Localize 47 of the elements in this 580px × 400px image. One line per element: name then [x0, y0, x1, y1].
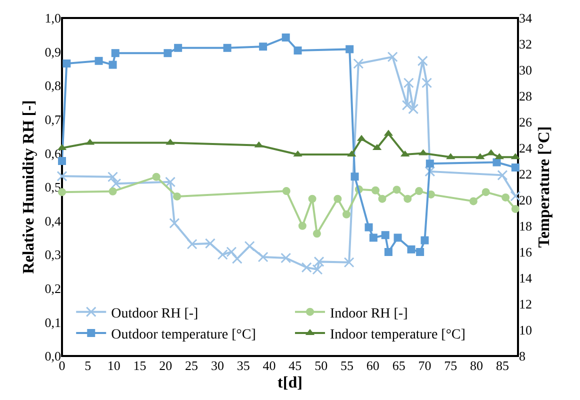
y-tick-label: 0,9 — [44, 44, 61, 60]
y-tick-label: 0,0 — [44, 348, 61, 364]
y2-tick-label: 16 — [519, 244, 532, 260]
y2-tick-label: 34 — [519, 10, 532, 26]
x-tick-label: 5 — [84, 358, 92, 373]
y2-tick-label: 20 — [519, 192, 532, 208]
x-tick-label: 85 — [496, 358, 509, 373]
y2-tick-label: 22 — [519, 166, 532, 182]
x-tick-label: 30 — [210, 358, 224, 373]
y-axis-title: Relative Humidity RH [-] — [20, 100, 38, 274]
y-tick-label: 0,2 — [44, 280, 61, 296]
x-tick-label: 60 — [366, 358, 380, 373]
legend-label: Outdoor RH [-] — [111, 306, 198, 322]
y-tick-label: 0,4 — [44, 213, 62, 228]
x-tick-label: 15 — [133, 358, 146, 373]
y2-tick-label: 26 — [519, 114, 532, 130]
x-tick-label: 40 — [262, 358, 276, 373]
y-tick-label: 1,0 — [44, 10, 61, 26]
y2-tick-label: 10 — [519, 322, 532, 338]
x-tick-label: 20 — [159, 358, 172, 373]
legend-label: Indoor temperature [°C] — [330, 328, 466, 342]
legend-label: Indoor RH [-] — [330, 306, 408, 322]
y-tick-label: 0,3 — [44, 247, 61, 262]
x-tick-label: 35 — [236, 358, 250, 373]
x-tick-label: 25 — [185, 358, 198, 373]
x-tick-label: 65 — [392, 358, 406, 373]
y2-tick-label: 24 — [519, 140, 532, 156]
x-tick-label: 75 — [444, 358, 458, 373]
y-tick-label: 0,1 — [44, 314, 61, 330]
y2-axis-title: Temperature [°C] — [536, 126, 554, 248]
x-tick-label: 55 — [340, 358, 354, 373]
y2-tick-label: 14 — [519, 270, 532, 286]
x-axis-title: t[d] — [278, 374, 302, 392]
x-tick-label: 70 — [418, 358, 432, 373]
y2-tick-label: 30 — [519, 62, 532, 78]
legend-label: Outdoor temperature [°C] — [111, 328, 256, 342]
y-tick-label: 0,7 — [44, 112, 62, 127]
y2-tick-label: 8 — [519, 348, 526, 364]
x-tick-label: 10 — [107, 358, 120, 373]
y-tick-label: 0,8 — [44, 78, 61, 94]
y2-tick-label: 28 — [519, 88, 532, 104]
x-tick-label: 50 — [314, 358, 328, 373]
y2-tick-label: 12 — [519, 296, 532, 312]
x-tick-label: 45 — [288, 358, 302, 373]
y2-tick-label: 32 — [519, 36, 532, 52]
y2-tick-label: 18 — [519, 218, 532, 234]
x-tick-label: 80 — [470, 358, 484, 373]
